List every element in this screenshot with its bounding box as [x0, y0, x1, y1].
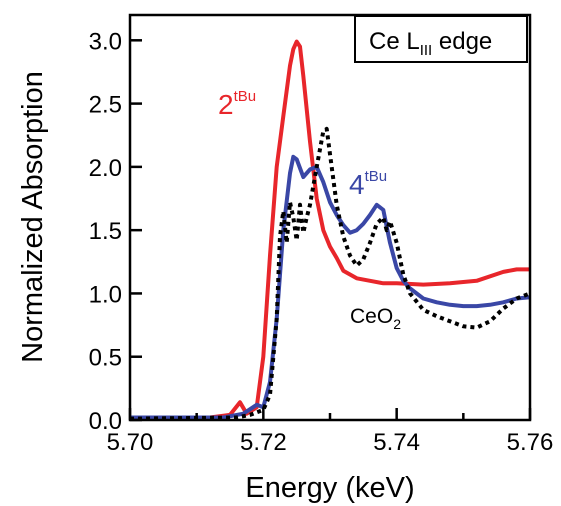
- series-label-4tbu-sup: tBu: [365, 168, 388, 185]
- series-label-2tbu-main: 2: [218, 89, 234, 120]
- series-label-ceo2: CeO2: [350, 305, 401, 332]
- plot-lines: [129, 39, 531, 421]
- x-tick-label: 5.70: [107, 429, 154, 456]
- y-tick-label: 1.0: [89, 281, 122, 308]
- y-tick-label: 2.0: [89, 155, 122, 182]
- series-label-ceo2-main: CeO: [350, 305, 393, 328]
- x-axis-ticks: 5.70 5.72 5.74 5.76: [107, 408, 554, 456]
- y-axis-title: Normalized Absorption: [17, 71, 49, 363]
- plot-frame: [128, 13, 532, 422]
- y-tick-label: 0.0: [89, 408, 122, 435]
- x-tick-label: 5.76: [507, 429, 554, 456]
- series-line-ceo2: [129, 126, 531, 421]
- y-tick-label: 0.5: [89, 345, 122, 372]
- series-line-2tbu: [130, 39, 530, 420]
- y-tick-label: 3.0: [89, 28, 122, 55]
- y-tick-label: 2.5: [89, 92, 122, 119]
- x-axis-title: Energy (keV): [245, 472, 414, 504]
- series-label-ceo2-sub: 2: [393, 316, 401, 332]
- series-label-2tbu: 2tBu: [218, 88, 256, 120]
- series-line-4tbu: [130, 154, 531, 420]
- edge-label-frame: [354, 15, 528, 63]
- series-label-2tbu-sup: tBu: [234, 88, 257, 105]
- edge-label: Ce LIII edge: [369, 28, 492, 59]
- series-label-4tbu-main: 4: [349, 169, 365, 200]
- edge-label-sub: III: [420, 42, 433, 59]
- edge-label-rest: edge: [432, 28, 492, 55]
- x-tick-label: 5.74: [373, 429, 420, 456]
- y-axis-ticks: 0.0 0.5 1.0 1.5 2.0 2.5 3.0: [89, 28, 142, 435]
- series-label-4tbu: 4tBu: [349, 168, 387, 200]
- edge-label-main: Ce L: [369, 28, 420, 55]
- x-tick-label: 5.72: [240, 429, 287, 456]
- edge-label-box: Ce LIII edge: [354, 15, 528, 63]
- y-tick-label: 1.5: [89, 218, 122, 245]
